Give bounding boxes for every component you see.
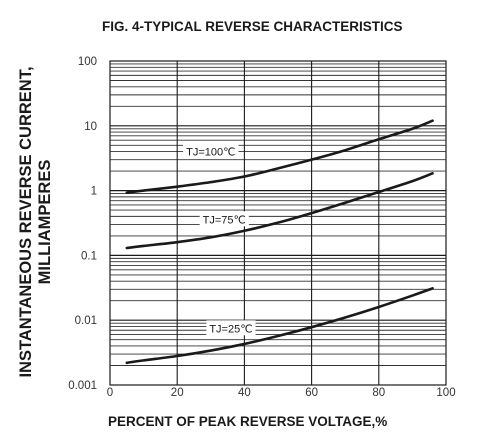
x-tick-label: 20 [171,387,184,399]
series-line-1 [125,171,434,250]
x-tick-label: 100 [436,387,455,399]
series-label-bg [183,143,239,159]
series-label-bg [199,211,249,227]
y-axis-label: INSTANTANEOUS REVERSE CURRENT, MILLIAMPE… [17,66,54,377]
y-ticks: 100 10 1 0.1 0.01 0.001 [68,56,97,392]
curves [125,119,434,365]
x-axis-label: PERCENT OF PEAK REVERSE VOLTAGE,% [108,414,387,429]
x-tick-label: 0 [107,387,113,399]
series-line-0 [125,119,434,194]
y-axis-label-line-2: MILLIAMPERES [36,160,54,285]
x-ticks: 0 20 40 60 80 100 [107,387,456,399]
series-label: TJ=25℃ [209,323,252,335]
x-tick-label: 60 [305,387,318,399]
x-tick-label: 80 [372,387,385,399]
plot-area: TJ=100℃ TJ=75℃ TJ=25℃ [109,60,447,386]
y-tick-label: 100 [78,56,97,68]
chart-title: FIG. 4-TYPICAL REVERSE CHARACTERISTICS [102,19,403,34]
y-tick-label: 0.001 [68,380,97,392]
series-label-bg [206,320,256,336]
y-axis-label-line-1: INSTANTANEOUS REVERSE CURRENT, [17,66,35,377]
minor-grid [110,63,446,366]
y-tick-label: 1 [91,186,97,198]
y-tick-label: 0.1 [81,250,97,262]
series-line-2 [125,287,434,365]
y-tick-label: 0.01 [75,315,97,327]
series-label: TJ=75℃ [203,214,246,226]
y-tick-label: 10 [84,121,97,133]
curve-labels: TJ=100℃ TJ=75℃ TJ=25℃ [183,143,256,336]
x-tick-label: 40 [238,387,251,399]
series-label: TJ=100℃ [186,147,235,159]
major-grid [110,61,446,385]
